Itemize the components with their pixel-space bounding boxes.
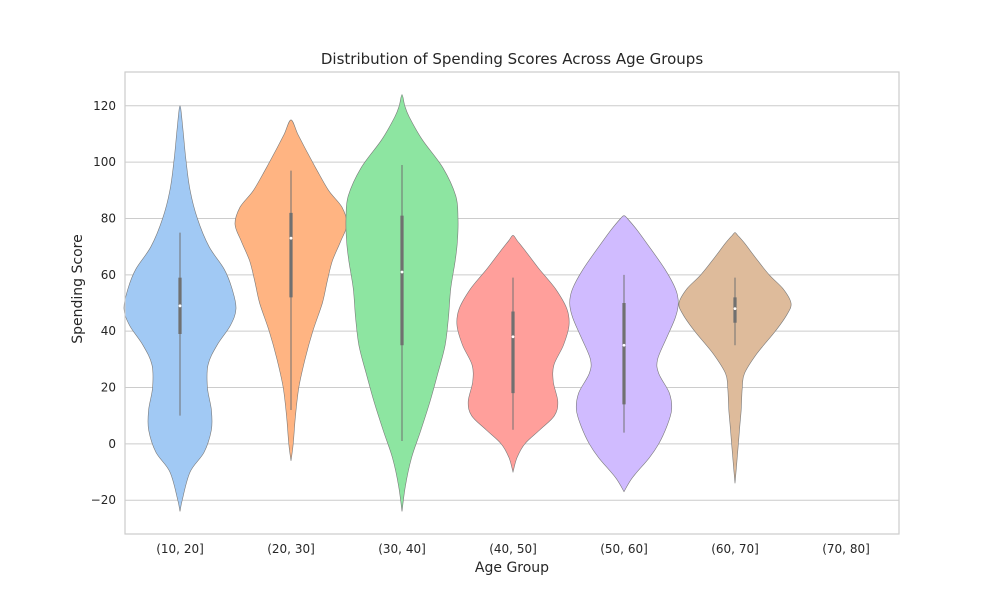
x-tick-label: (70, 80] [822,542,870,556]
x-tick-label: (50, 60] [600,542,648,556]
y-tick-label: 60 [101,268,116,282]
plot-frame [124,71,900,535]
y-tick-label: 120 [93,99,116,113]
x-tick-label: (60, 70] [711,542,759,556]
violin-3 [345,94,459,512]
violin-median [289,236,293,240]
y-tick-label: −20 [91,493,116,507]
x-tick-label: (40, 50] [489,542,537,556]
violin-4 [456,235,570,474]
violin-body [678,232,792,484]
x-axis-label: Age Group [475,560,549,576]
violin-median [178,304,182,308]
y-tick-label: 80 [101,211,116,225]
y-tick-label: 20 [101,381,116,395]
violin-2 [234,119,348,461]
y-tick-label: 100 [93,155,116,169]
y-axis-ticks: −20 0 20 40 60 80 100 120 [91,99,116,507]
violin-6 [678,232,792,484]
x-axis-ticks: (10, 20] (20, 30] (30, 40] (40, 50] (50, 60]… [156,542,870,556]
violin-median [622,343,626,347]
y-tick-label: 40 [101,324,116,338]
y-axis-label: Spending Score [70,234,86,343]
chart-title: Distribution of Spending Scores Across A… [321,50,703,68]
violins [123,94,792,512]
y-tick-label: 0 [108,437,116,451]
x-tick-label: (10, 20] [156,542,204,556]
violin-1 [123,105,237,512]
x-tick-label: (30, 40] [378,542,426,556]
violin-5 [569,215,679,493]
violin-median [400,270,404,274]
x-tick-label: (20, 30] [267,542,315,556]
violin-median [511,335,515,339]
violin-median [733,307,737,311]
